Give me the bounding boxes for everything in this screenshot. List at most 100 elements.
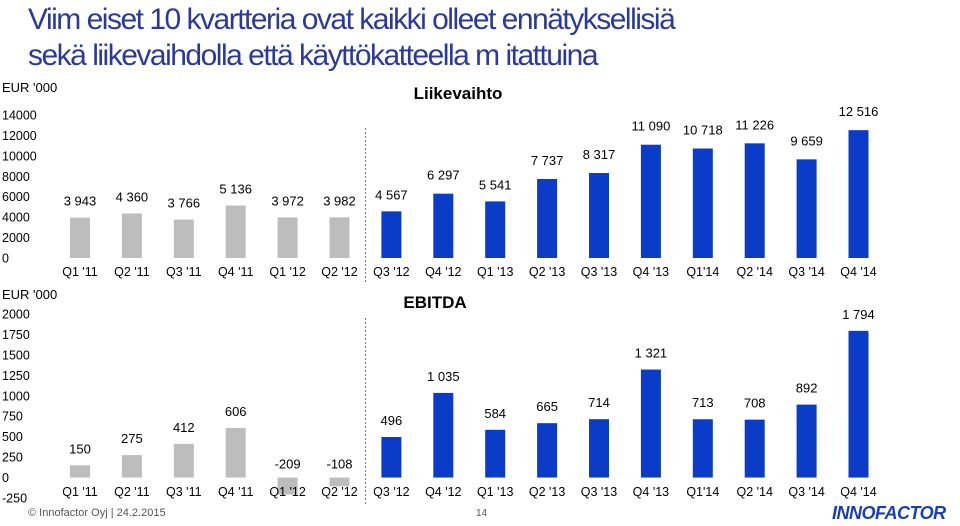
revenue-data-label: 9 659 [790,133,823,148]
ebitda-data-label: 713 [692,395,714,410]
revenue-bar [277,217,298,258]
ebitda-bar [485,429,506,478]
revenue-category-label: Q1'14 [686,265,719,279]
ebitda-category-label: Q1 '13 [477,485,513,499]
revenue-bar [485,201,506,258]
ebitda-bar [277,477,298,495]
revenue-data-label: 7 737 [531,153,564,168]
ebitda-category-label: Q1'14 [686,485,719,499]
revenue-bar [692,148,713,258]
ebitda-bar [225,427,246,478]
ebitda-bar [329,477,350,487]
revenue-category-label: Q3 '13 [581,265,617,279]
revenue-category-label: Q1 '11 [62,265,98,279]
ebitda-data-label: 714 [588,395,610,410]
revenue-bar [173,219,194,258]
ebitda-category-label: Q1 '12 [269,485,305,499]
footer-page-number: 14 [476,508,488,519]
revenue-data-label: 3 972 [271,193,304,208]
revenue-y-tick-label: 10000 [2,149,37,163]
ebitda-bar [744,419,765,478]
ebitda-y-tick-label: -250 [2,492,27,506]
ebitda-data-label: 584 [484,406,506,421]
revenue-bar [381,211,402,258]
ebitda-y-tick-label: 1000 [2,389,30,403]
ebitda-category-label: Q3 '12 [373,485,409,499]
ebitda-bar [537,423,558,478]
revenue-data-label: 5 541 [479,177,512,192]
revenue-data-label: 6 297 [427,168,460,183]
revenue-data-label: 11 090 [632,119,671,134]
revenue-category-label: Q1 '12 [269,265,305,279]
ebitda-y-tick-label: 0 [2,471,9,485]
ebitda-data-label: 708 [744,396,766,411]
revenue-data-label: 3 982 [323,193,356,208]
ebitda-y-tick-label: 750 [2,410,23,424]
revenue-category-label: Q3 '11 [166,265,202,279]
slide-title: Viim eiset 10 kvartteria ovat kaikki oll… [28,2,676,74]
ebitda-data-label: 892 [796,381,818,396]
ebitda-bar [433,392,454,478]
footer-separator: | [110,507,114,519]
revenue-bar [796,159,817,258]
ebitda-bar [121,455,142,478]
ebitda-data-label: 665 [536,399,558,414]
innofactor-logo: INNOFACTOR [832,503,946,523]
revenue-bar [537,178,558,258]
ebitda-y-tick-label: 2000 [2,308,30,322]
ebitda-category-label: Q2 '12 [321,485,357,499]
revenue-data-label: 3 943 [64,194,97,209]
revenue-bar [848,130,869,258]
ebitda-category-label: Q2 '11 [114,485,150,499]
ebitda-category-label: Q1 '11 [62,485,98,499]
ebitda-chart-title: EBITDA [403,293,466,312]
revenue-data-label: 4 360 [116,189,149,204]
ebitda-data-label: -209 [275,457,301,472]
footer-copyright-text: © Innofactor Oyj [28,507,108,519]
revenue-bar [589,173,609,258]
ebitda-data-label: 1 321 [635,346,668,361]
revenue-category-label: Q2 '13 [529,265,565,279]
revenue-category-label: Q2 '14 [736,265,772,279]
revenue-data-label: 3 766 [168,196,201,211]
ebitda-bar [796,404,817,478]
revenue-bar [433,193,454,258]
ebitda-y-tick-label: 500 [2,430,23,444]
revenue-data-label: 4 567 [375,187,408,202]
revenue-data-label: 12 516 [839,104,879,119]
revenue-bar [640,144,661,258]
revenue-category-label: Q2 '12 [321,265,357,279]
ebitda-category-label: Q2 '14 [736,485,772,499]
revenue-category-label: Q1 '13 [477,265,513,279]
ebitda-y-tick-label: 250 [2,451,23,465]
ebitda-bar [70,465,90,478]
ebitda-data-label: 496 [381,413,403,428]
revenue-data-label: 11 226 [735,117,774,132]
revenue-category-label: Q4 '12 [425,265,461,279]
ebitda-data-label: 1 035 [427,369,460,384]
revenue-y-tick-label: 8000 [2,170,30,184]
ebitda-bar [173,443,194,478]
revenue-unit-label: EUR '000 [2,80,57,95]
ebitda-category-label: Q4 '13 [633,485,669,499]
revenue-y-tick-label: 4000 [2,211,30,225]
ebitda-category-label: Q4 '14 [840,485,876,499]
ebitda-y-tick-label: 1500 [2,348,30,362]
ebitda-bar [692,419,713,478]
revenue-category-label: Q3 '12 [373,265,409,279]
ebitda-data-label: 150 [69,441,91,456]
revenue-y-tick-label: 14000 [2,109,37,123]
revenue-bar [70,217,90,258]
revenue-category-label: Q4 '13 [633,265,669,279]
revenue-chart-title: Liikevaihto [414,84,503,103]
ebitda-y-tick-label: 1750 [2,328,30,342]
revenue-y-tick-label: 6000 [2,190,30,204]
ebitda-category-label: Q4 '12 [425,485,461,499]
ebitda-category-label: Q3 '13 [581,485,617,499]
ebitda-category-label: Q4 '11 [218,485,254,499]
revenue-category-label: Q2 '11 [114,265,150,279]
revenue-bar [744,143,765,258]
revenue-y-tick-label: 0 [2,252,9,266]
revenue-data-label: 5 136 [219,182,252,197]
